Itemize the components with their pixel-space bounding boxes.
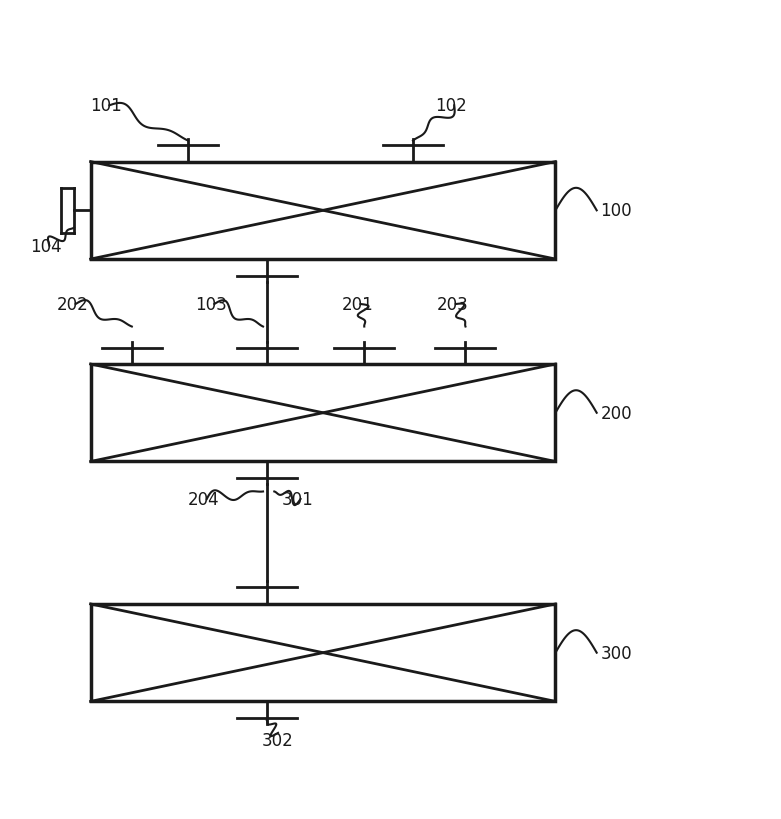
Bar xyxy=(91,364,555,462)
Text: 203: 203 xyxy=(437,296,469,314)
Text: 201: 201 xyxy=(342,296,373,314)
Bar xyxy=(91,604,555,702)
Text: 104: 104 xyxy=(30,238,62,256)
Text: 202: 202 xyxy=(57,296,88,314)
Text: 102: 102 xyxy=(436,97,467,115)
Text: 204: 204 xyxy=(188,491,219,509)
Text: 101: 101 xyxy=(91,97,123,115)
Text: 301: 301 xyxy=(282,491,313,509)
Text: 302: 302 xyxy=(262,731,294,749)
Bar xyxy=(91,162,555,260)
Text: 103: 103 xyxy=(195,296,227,314)
Text: 200: 200 xyxy=(601,405,632,423)
Text: 300: 300 xyxy=(601,644,632,662)
Text: 100: 100 xyxy=(601,202,632,220)
